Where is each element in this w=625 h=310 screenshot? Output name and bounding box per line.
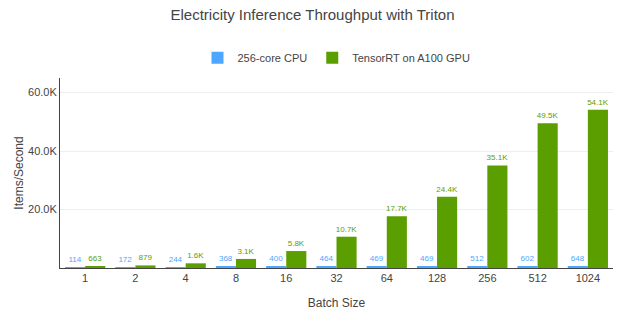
svg-text:256: 256 [478,272,496,284]
svg-text:1: 1 [82,272,88,284]
svg-text:368: 368 [219,254,233,263]
svg-text:40.0K: 40.0K [28,145,57,157]
svg-text:3.1K: 3.1K [237,247,254,256]
svg-text:512: 512 [528,272,546,284]
svg-text:5.8K: 5.8K [288,239,305,248]
svg-text:35.1K: 35.1K [487,153,509,162]
svg-text:64: 64 [381,272,393,284]
svg-text:1024: 1024 [576,272,600,284]
svg-text:128: 128 [428,272,446,284]
svg-text:602: 602 [521,254,535,263]
svg-text:2: 2 [132,272,138,284]
svg-text:469: 469 [370,254,384,263]
svg-text:TensorRT on A100 GPU: TensorRT on A100 GPU [352,52,470,64]
svg-text:469: 469 [420,254,434,263]
svg-text:32: 32 [330,272,342,284]
svg-text:648: 648 [571,254,585,263]
svg-text:244: 244 [169,255,183,264]
svg-text:10.7K: 10.7K [336,225,358,234]
svg-text:663: 663 [88,254,102,263]
svg-text:60.0K: 60.0K [28,86,57,98]
svg-text:17.7K: 17.7K [386,204,408,213]
svg-text:114: 114 [68,255,81,264]
svg-text:172: 172 [118,255,132,264]
svg-text:256-core CPU: 256-core CPU [238,52,308,64]
svg-text:24.4K: 24.4K [436,185,458,194]
svg-text:512: 512 [470,254,484,263]
svg-text:20.0K: 20.0K [28,203,57,215]
svg-text:49.5K: 49.5K [537,111,559,120]
svg-text:1.6K: 1.6K [187,251,204,260]
svg-text:54.1K: 54.1K [587,98,609,107]
svg-text:Batch Size: Batch Size [308,296,366,310]
svg-text:Electricity Inference Throughp: Electricity Inference Throughput with Tr… [170,6,454,23]
svg-text:8: 8 [233,272,239,284]
svg-text:400: 400 [269,254,283,263]
svg-text:Items/Second: Items/Second [12,136,26,209]
svg-text:4: 4 [183,272,189,284]
svg-text:16: 16 [280,272,292,284]
svg-text:879: 879 [139,253,153,262]
svg-text:464: 464 [319,254,333,263]
